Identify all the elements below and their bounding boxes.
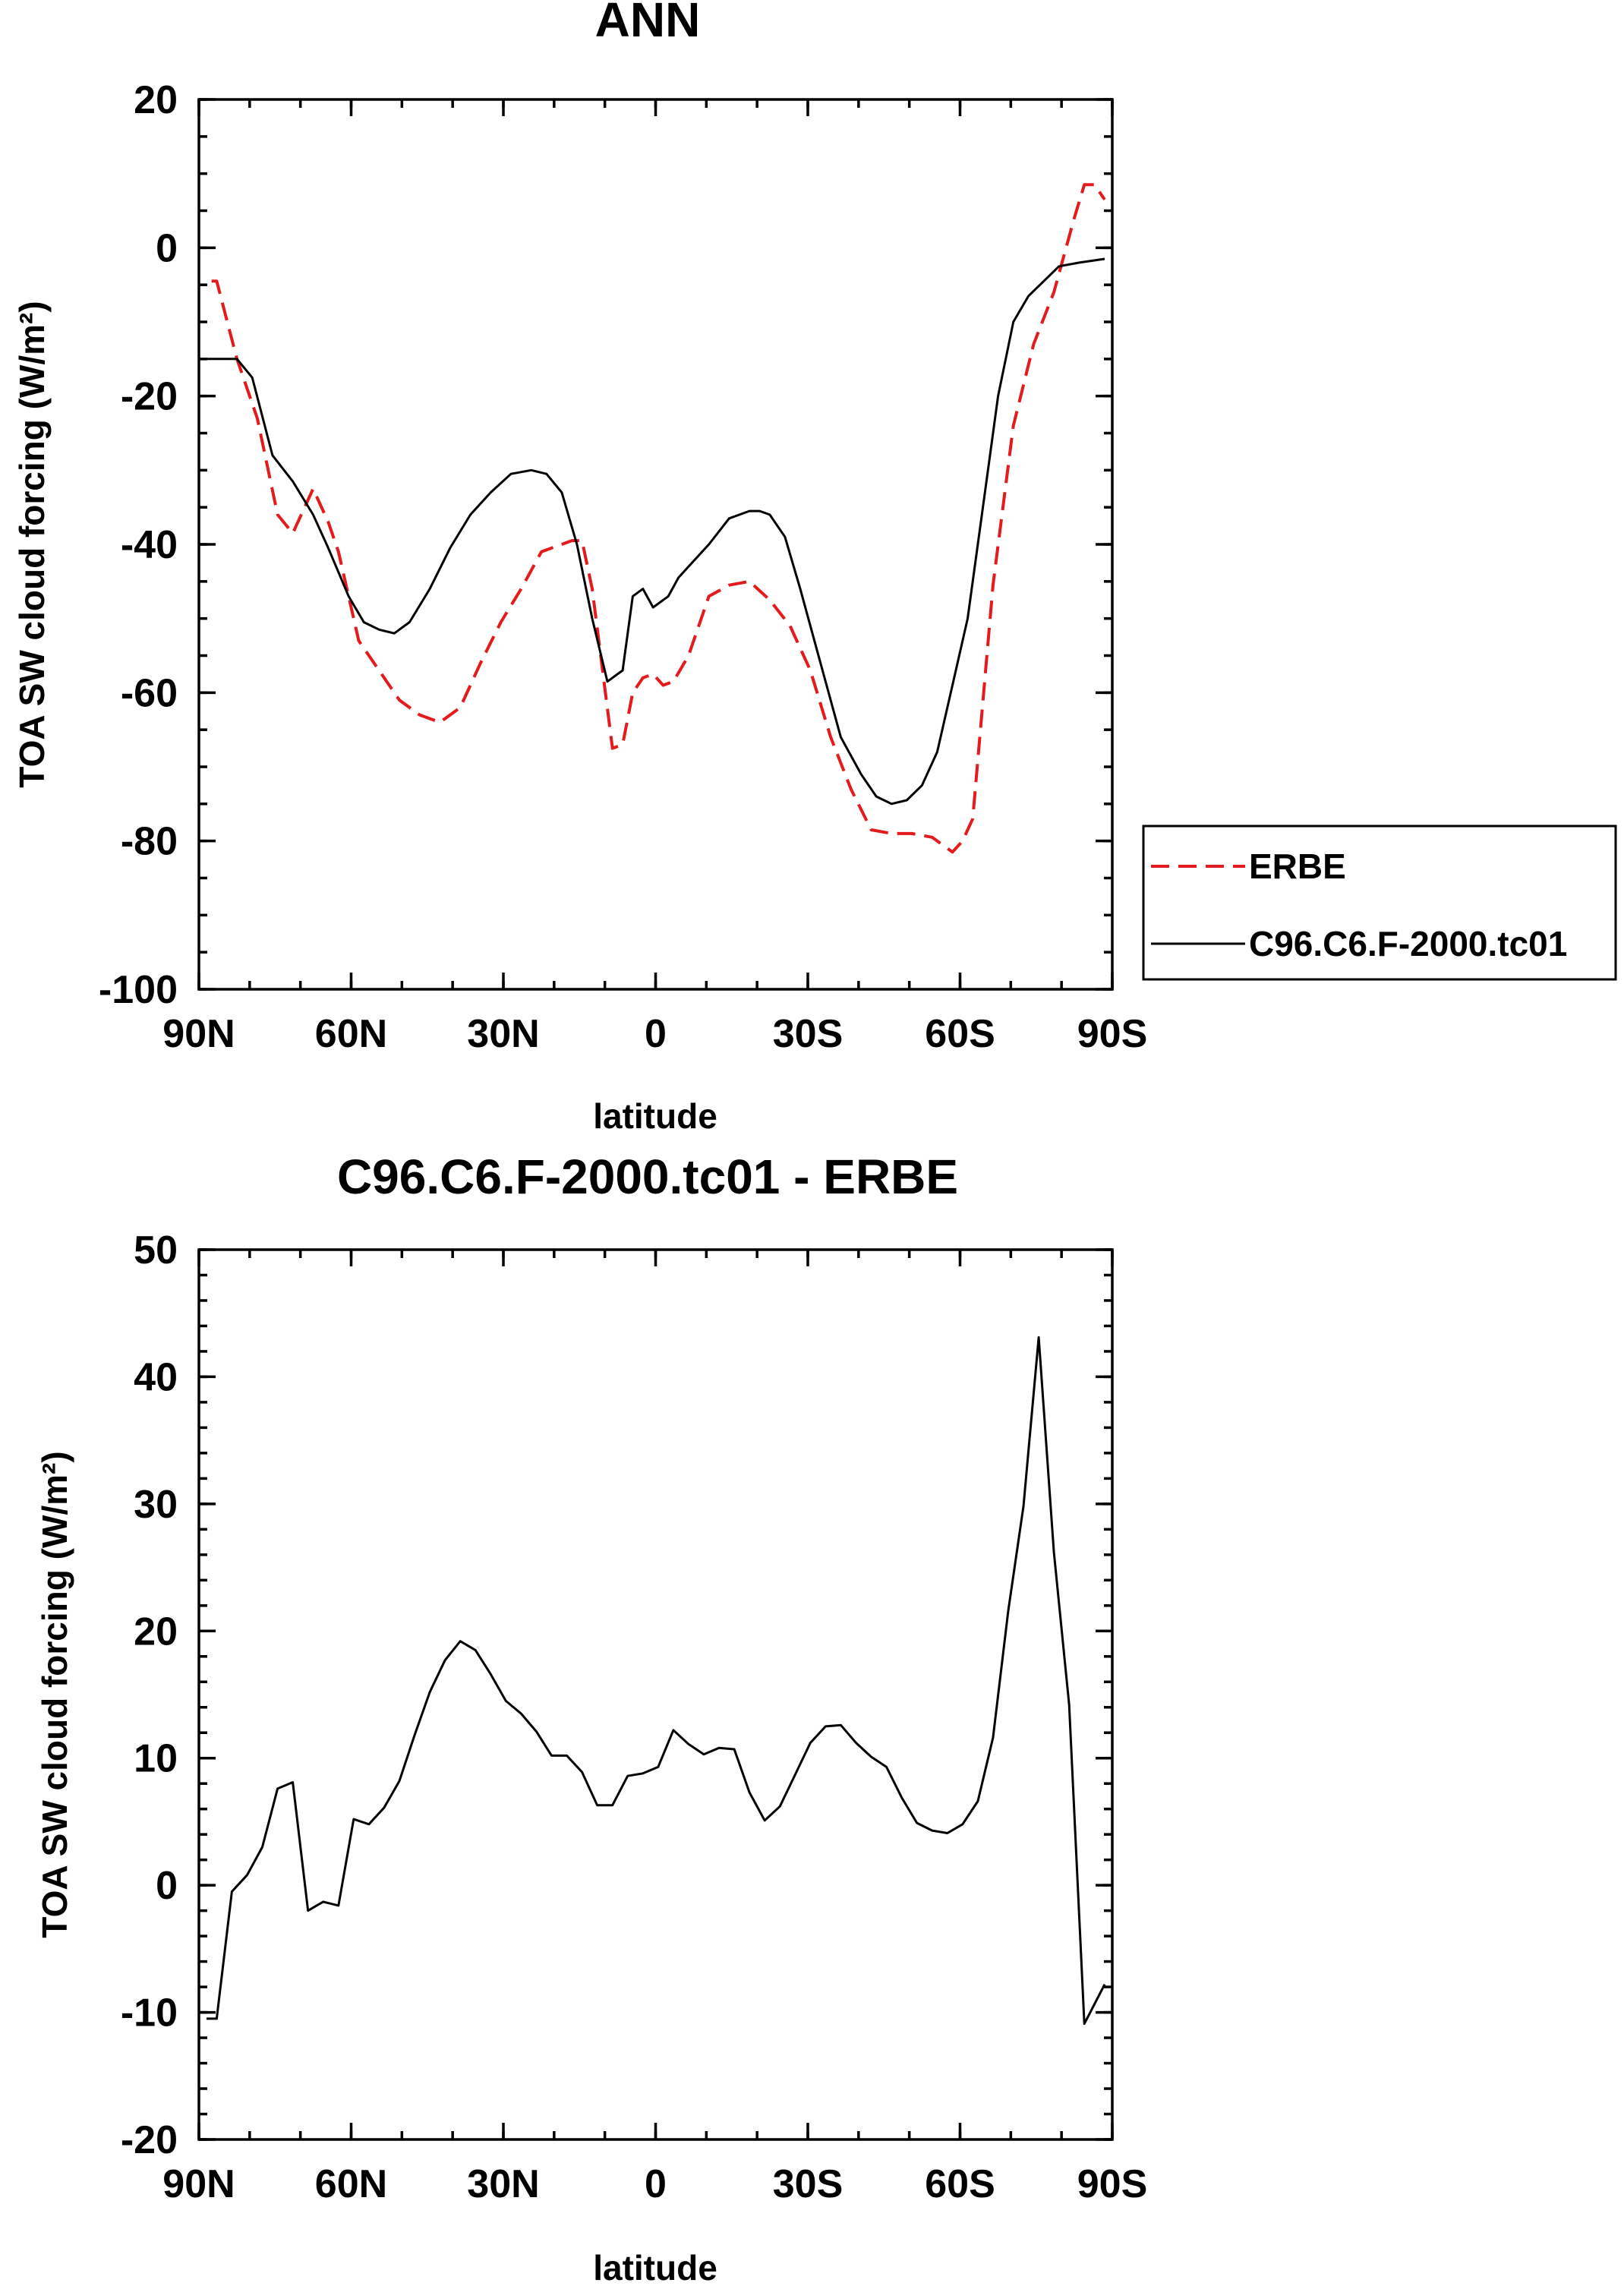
top-y-tick-label: -60 <box>121 671 178 715</box>
bottom-x-tick-label: 60N <box>315 2162 387 2206</box>
bottom-plot-x-axis-label: latitude <box>593 2248 717 2286</box>
legend-label-erbe: ERBE <box>1249 847 1346 886</box>
bottom-x-tick-label: 60S <box>925 2162 995 2206</box>
bottom-y-tick-label: 0 <box>156 1864 178 1908</box>
bottom-y-tick-label: 40 <box>134 1355 178 1399</box>
top-plot-title: ANN <box>595 0 701 47</box>
bottom-plot-series-lines <box>207 1336 1106 2026</box>
bottom-x-tick-label: 30S <box>773 2162 844 2206</box>
bottom-y-tick-label: 50 <box>134 1228 178 1272</box>
top-x-tick-label: 30N <box>467 1012 539 1056</box>
top-y-tick-label: -80 <box>121 820 178 864</box>
top-plot-ticks <box>197 98 1114 991</box>
bottom-y-tick-label: -10 <box>121 1991 178 2035</box>
top-series-line-1 <box>207 257 1105 806</box>
top-y-tick-label: 0 <box>156 226 178 270</box>
top-y-tick-label: -100 <box>99 968 178 1012</box>
bottom-x-tick-label: 90S <box>1077 2162 1148 2206</box>
top-plot-x-axis-label: latitude <box>593 1096 717 1136</box>
top-plot-series-lines <box>207 183 1106 854</box>
top-y-tick-label: 20 <box>134 78 178 122</box>
top-y-tick-label: -20 <box>121 375 178 419</box>
bottom-plot: C96.C6.F-2000.tc01 - ERBE 50 40 30 20 10 0 -10… <box>35 1149 1147 2286</box>
bottom-plot-frame <box>197 1248 1114 2141</box>
bottom-y-tick-label: -20 <box>121 2118 178 2162</box>
legend: ERBE C96.C6.F-2000.tc01 <box>1142 825 1617 981</box>
top-x-tick-label: 60N <box>315 1012 387 1056</box>
top-x-tick-label: 60S <box>925 1012 995 1056</box>
bottom-x-tick-label: 0 <box>645 2162 667 2206</box>
top-x-tick-label: 90S <box>1077 1012 1148 1056</box>
bottom-series-line-0 <box>207 1336 1106 2026</box>
bottom-y-tick-label: 20 <box>134 1610 178 1654</box>
bottom-x-tick-label: 90N <box>162 2162 235 2206</box>
top-plot-y-axis-label: TOA SW cloud forcing (W/m²) <box>12 301 52 787</box>
legend-label-model: C96.C6.F-2000.tc01 <box>1249 924 1567 963</box>
bottom-plot-title: C96.C6.F-2000.tc01 - ERBE <box>337 1149 958 1204</box>
bottom-x-tick-label: 30N <box>467 2162 539 2206</box>
top-y-tick-label: -40 <box>121 523 178 567</box>
top-plot-frame <box>197 98 1114 991</box>
top-x-tick-label: 0 <box>645 1012 667 1056</box>
top-x-tick-label: 30S <box>773 1012 844 1056</box>
bottom-y-tick-label: 10 <box>134 1737 178 1781</box>
top-x-tick-label: 90N <box>162 1012 235 1056</box>
bottom-plot-y-axis-label: TOA SW cloud forcing (W/m²) <box>35 1451 74 1938</box>
legend-box <box>1142 825 1617 981</box>
top-series-line-0 <box>211 183 1106 854</box>
bottom-y-tick-label: 30 <box>134 1483 178 1527</box>
bottom-plot-ticks <box>197 1248 1114 2141</box>
